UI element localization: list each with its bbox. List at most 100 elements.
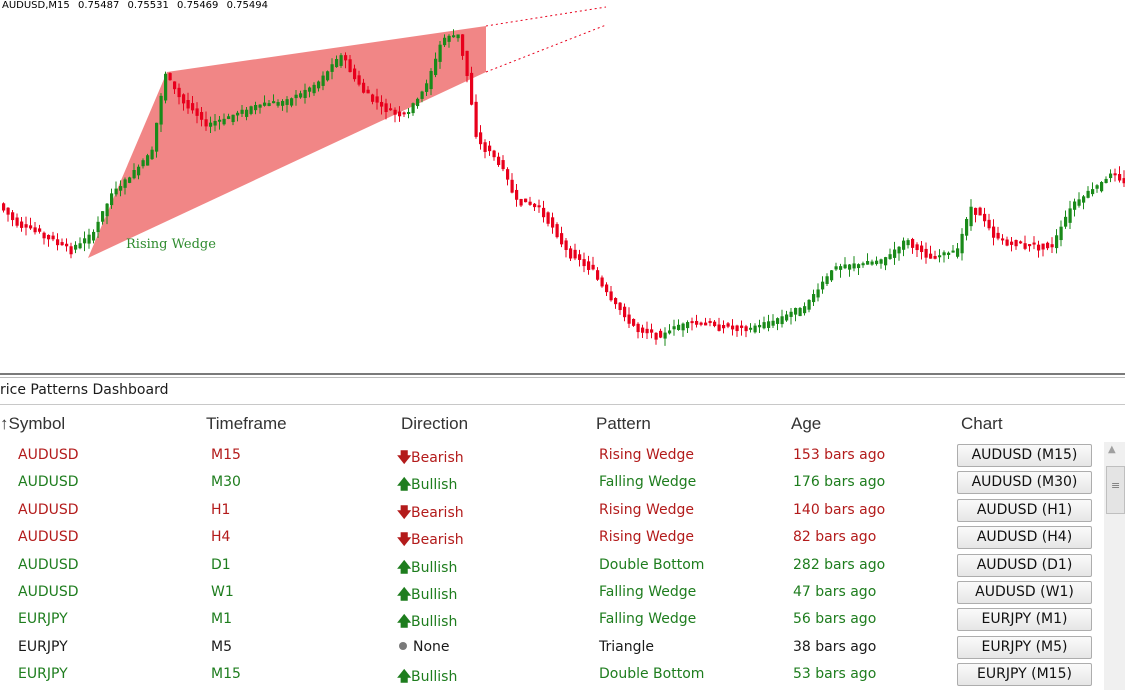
- column-header-age[interactable]: Age: [791, 414, 822, 433]
- candle-body: [879, 259, 883, 264]
- candle-body: [1001, 238, 1005, 241]
- column-header-symbol[interactable]: ↑Symbol: [0, 414, 65, 434]
- candle-body: [105, 203, 109, 217]
- candle-body: [141, 160, 145, 167]
- open-chart-button[interactable]: AUDUSD (W1): [957, 581, 1092, 604]
- open-chart-button[interactable]: EURJPY (M1): [957, 608, 1092, 632]
- candle-body: [645, 328, 649, 334]
- candle-body: [537, 205, 541, 208]
- header-symbol-label: Symbol: [8, 414, 66, 433]
- candle-body: [434, 58, 438, 76]
- cell-timeframe: D1: [211, 556, 231, 573]
- candle-body: [344, 55, 348, 61]
- cell-pattern: Falling Wedge: [599, 474, 697, 491]
- cell-symbol: EURJPY: [18, 638, 68, 655]
- candle-body: [240, 109, 244, 114]
- candle-body: [830, 270, 834, 281]
- panel-title: rice Patterns Dashboard: [0, 382, 169, 398]
- open-chart-button[interactable]: EURJPY (M5): [957, 635, 1092, 659]
- candle-body: [668, 330, 672, 334]
- candle-body: [996, 232, 1000, 239]
- open-chart-button[interactable]: AUDUSD (H4): [957, 526, 1092, 550]
- cell-direction: 🡅Bullish: [397, 584, 457, 608]
- candle-body: [488, 145, 492, 152]
- candle-body: [843, 264, 847, 269]
- candle-body: [96, 221, 100, 233]
- candle-body: [857, 264, 861, 269]
- cell-symbol: AUDUSD: [18, 529, 79, 546]
- candle-body: [528, 201, 532, 205]
- column-header-timeframe[interactable]: Timeframe: [206, 414, 287, 433]
- candle-body: [114, 188, 118, 195]
- panel-divider[interactable]: [0, 373, 1125, 375]
- scroll-up-arrow-icon[interactable]: ▲: [1108, 444, 1116, 455]
- candle-body: [1059, 226, 1063, 241]
- candle-body: [218, 119, 222, 122]
- candle-body: [159, 95, 163, 125]
- candle-body: [1050, 244, 1054, 248]
- open-chart-button[interactable]: AUDUSD (M30): [957, 471, 1092, 495]
- open-chart-button[interactable]: AUDUSD (D1): [957, 553, 1092, 577]
- candle-body: [681, 323, 685, 331]
- open-chart-button[interactable]: EURJPY (M15): [957, 663, 1092, 687]
- cell-pattern: Rising Wedge: [599, 447, 695, 463]
- candle-body: [6, 207, 10, 215]
- cell-age: 82 bars ago: [793, 529, 877, 546]
- candle-body: [384, 103, 388, 113]
- direction-label: Bullish: [411, 587, 458, 603]
- candle-body: [744, 326, 748, 332]
- candle-body: [119, 186, 123, 191]
- table-row: AUDUSD H1 🡇Bearish Rising Wedge 140 bars ago…: [0, 498, 1100, 525]
- candle-body: [65, 243, 69, 247]
- cell-symbol: AUDUSD: [18, 556, 79, 573]
- candle-body: [807, 299, 811, 310]
- cell-timeframe: M15: [211, 447, 241, 463]
- candle-body: [357, 75, 361, 85]
- open-chart-button[interactable]: AUDUSD (M15): [957, 444, 1092, 467]
- candle-body: [20, 221, 24, 228]
- open-chart-button[interactable]: AUDUSD (H1): [957, 498, 1092, 522]
- candle-body: [929, 253, 933, 259]
- candle-body: [483, 142, 487, 152]
- candle-body: [776, 318, 780, 324]
- price-chart[interactable]: AUDUSD,M15 0.75487 0.75531 0.75469 0.754…: [0, 0, 1125, 373]
- candle-body: [686, 322, 690, 329]
- cell-direction: 🡅Bullish: [397, 557, 457, 581]
- arrow-down-icon: 🡇: [397, 504, 412, 521]
- candle-body: [1073, 201, 1077, 210]
- candle-body: [753, 325, 757, 333]
- candle-body: [348, 59, 352, 73]
- candle-body: [974, 207, 978, 215]
- candle-body: [492, 150, 496, 158]
- candle-body: [578, 254, 582, 260]
- candle-body: [1091, 189, 1095, 195]
- candle-body: [834, 266, 838, 270]
- column-header-chart[interactable]: Chart: [961, 414, 1003, 433]
- candle-body: [137, 166, 141, 176]
- candle-body: [1055, 235, 1059, 249]
- column-header-pattern[interactable]: Pattern: [596, 414, 651, 433]
- column-header-direction[interactable]: Direction: [401, 414, 469, 433]
- candle-body: [573, 249, 577, 259]
- candle-body: [951, 250, 955, 253]
- candle-body: [1068, 208, 1072, 223]
- candle-body: [1077, 199, 1081, 206]
- candle-body: [362, 82, 366, 93]
- candle-body: [1010, 241, 1014, 245]
- candle-body: [276, 102, 280, 106]
- candle-body: [168, 73, 172, 81]
- candle-body: [884, 257, 888, 266]
- candle-body: [546, 212, 550, 224]
- cell-pattern: Rising Wedge: [599, 529, 695, 546]
- cell-pattern: Rising Wedge: [599, 501, 695, 518]
- cell-timeframe: M1: [211, 611, 232, 628]
- arrow-down-icon: 🡇: [397, 450, 412, 466]
- candle-body: [303, 89, 307, 99]
- candle-body: [290, 98, 294, 106]
- direction-label: Bullish: [411, 559, 458, 576]
- candle-body: [591, 264, 595, 270]
- candle-body: [888, 254, 892, 259]
- cell-symbol: AUDUSD: [18, 474, 79, 491]
- symbol-timeframe: AUDUSD,M15: [2, 0, 70, 11]
- arrow-up-icon: 🡅: [397, 559, 412, 576]
